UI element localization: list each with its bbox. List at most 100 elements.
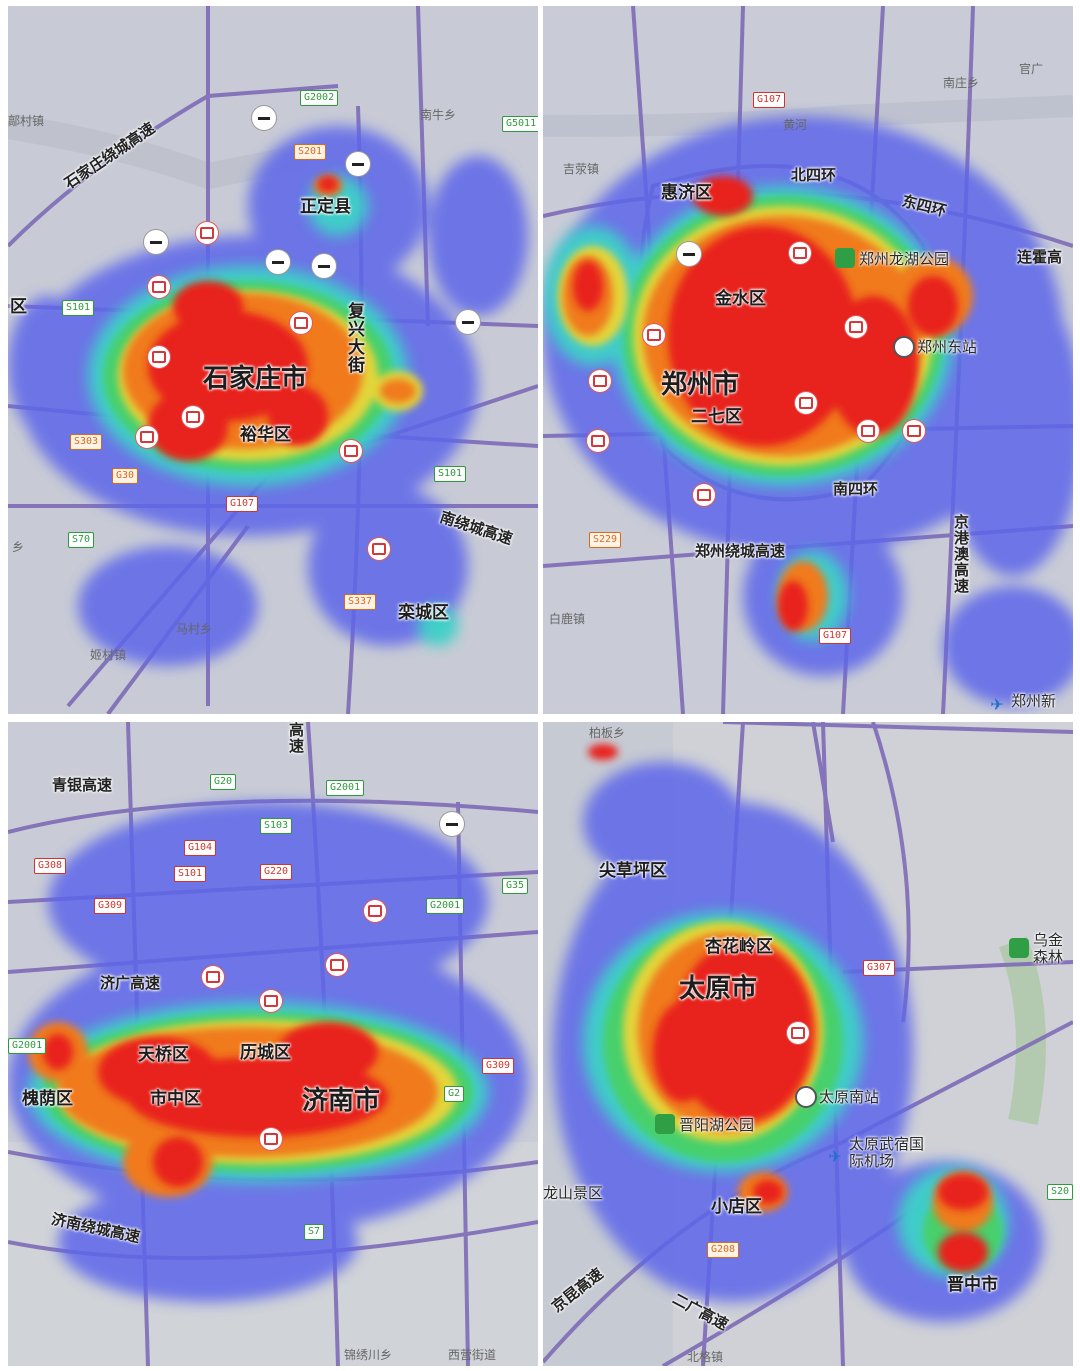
highway-shield: G5011 (502, 116, 538, 132)
restricted-icon[interactable] (677, 242, 701, 266)
camera-icon[interactable] (260, 990, 282, 1012)
highway-shield: G20 (210, 774, 237, 790)
place-label: 区 (10, 297, 27, 317)
place-label: 马村乡 (176, 622, 213, 636)
map-panel-taiyuan[interactable]: 太原市 尖草坪区 杏花岭区 小店区 晋中市 龙山景区 京昆高速 二广高速 太原南… (543, 722, 1073, 1366)
restricted-icon[interactable] (252, 106, 276, 130)
district-label: 槐荫区 (22, 1089, 73, 1109)
place-label: 姬村镇 (90, 648, 127, 662)
restricted-icon[interactable] (440, 812, 464, 836)
city-label: 郑州市 (661, 370, 740, 400)
highway-shield: G2001 (8, 1038, 47, 1054)
road-label: 南四环 (833, 480, 879, 498)
highway-shield: G220 (260, 864, 293, 880)
camera-icon[interactable] (857, 420, 879, 442)
camera-icon[interactable] (589, 370, 611, 392)
road-label: 北四环 (791, 166, 837, 184)
camera-icon[interactable] (789, 242, 811, 264)
highway-shield: S20 (1047, 1184, 1073, 1200)
poi-label: 郑州龙湖公园 (859, 250, 950, 268)
park-icon (835, 248, 855, 268)
restricted-icon[interactable] (312, 254, 336, 278)
place-label: 锦绣川乡 (344, 1348, 393, 1362)
camera-icon[interactable] (260, 1128, 282, 1150)
camera-icon[interactable] (693, 484, 715, 506)
highway-shield: G208 (707, 1242, 740, 1258)
road-label: 济广高速 (100, 974, 161, 992)
district-label: 市中区 (150, 1089, 201, 1109)
highway-shield: S101 (434, 466, 467, 482)
city-label: 石家庄市 (203, 364, 308, 394)
district-label: 历城区 (240, 1043, 291, 1063)
highway-shield: S101 (174, 866, 207, 882)
camera-icon[interactable] (643, 324, 665, 346)
map-panel-zhengzhou[interactable]: 郑州市 金水区 二七区 惠济区 北四环 东四环 南四环 郑州绕城高速 京港澳高速… (543, 6, 1073, 714)
camera-icon[interactable] (136, 426, 158, 448)
restricted-icon[interactable] (144, 230, 168, 254)
place-label: 黄河 (783, 118, 808, 132)
district-label: 龙山景区 (543, 1184, 604, 1202)
highway-shield: S337 (344, 594, 377, 610)
highway-shield: S303 (70, 434, 103, 450)
city-label: 太原市 (679, 974, 758, 1004)
camera-icon[interactable] (845, 316, 867, 338)
poi-label: 太原武宿国际机场 (849, 1135, 925, 1170)
highway-shield: S101 (62, 300, 95, 316)
poi-label: 乌金森林 (1033, 931, 1064, 966)
place-label: 鄗村镇 (8, 114, 45, 128)
camera-icon[interactable] (148, 276, 170, 298)
camera-icon[interactable] (795, 392, 817, 414)
road-label: 连霍高 (1017, 248, 1063, 266)
train-station-icon (893, 336, 915, 358)
district-label: 天桥区 (138, 1045, 189, 1065)
restricted-icon[interactable] (266, 250, 290, 274)
camera-icon[interactable] (196, 222, 218, 244)
park-icon (655, 1114, 675, 1134)
place-label: 南牛乡 (420, 108, 457, 122)
highway-shield: S103 (260, 818, 293, 834)
train-station-icon (795, 1086, 817, 1108)
district-label: 正定县 (300, 197, 351, 217)
camera-icon[interactable] (364, 900, 386, 922)
camera-icon[interactable] (202, 966, 224, 988)
map-panel-jinan[interactable]: 济南市 天桥区 历城区 市中区 槐荫区 青银高速 济广高速 济南绕城高速 高速 … (8, 722, 538, 1366)
highway-shield: G30 (112, 468, 139, 484)
highway-shield: G107 (753, 92, 786, 108)
camera-icon[interactable] (148, 346, 170, 368)
map-panel-shijiazhuang[interactable]: 石家庄市 裕华区 正定县 栾城区 复兴大街 石家庄绕城高速 南绕城高速 南牛乡 … (8, 6, 538, 714)
airport-icon: ✈ (828, 1146, 842, 1166)
highway-shield: S70 (68, 532, 95, 548)
highway-shield: S7 (304, 1224, 325, 1240)
camera-icon[interactable] (587, 430, 609, 452)
camera-icon[interactable] (290, 312, 312, 334)
restricted-icon[interactable] (456, 310, 480, 334)
camera-icon[interactable] (903, 420, 925, 442)
district-label: 金水区 (715, 289, 766, 309)
place-label: 西营街道 (448, 1348, 497, 1362)
road-label: 青银高速 (52, 776, 113, 794)
district-label: 裕华区 (240, 425, 291, 445)
park-icon (1009, 938, 1029, 958)
district-label: 尖草坪区 (599, 861, 667, 881)
highway-shield: S201 (294, 144, 327, 160)
district-label: 惠济区 (661, 183, 712, 203)
camera-icon[interactable] (182, 406, 204, 428)
district-label: 杏花岭区 (705, 937, 773, 957)
camera-icon[interactable] (340, 440, 362, 462)
place-label: 乡 (12, 540, 25, 554)
city-label: 济南市 (302, 1086, 381, 1116)
highway-shield: G309 (94, 898, 127, 914)
highway-shield: G2002 (300, 90, 339, 106)
district-label: 二七区 (691, 407, 742, 427)
highway-shield: G107 (819, 628, 852, 644)
camera-icon[interactable] (368, 538, 390, 560)
district-label: 小店区 (711, 1197, 762, 1217)
restricted-icon[interactable] (346, 152, 370, 176)
highway-shield: G107 (226, 496, 259, 512)
poi-label: 晋阳湖公园 (679, 1116, 755, 1134)
highway-shield: G2001 (326, 780, 365, 796)
highway-shield: G309 (482, 1058, 515, 1074)
camera-icon[interactable] (787, 1022, 809, 1044)
camera-icon[interactable] (326, 954, 348, 976)
place-label: 白鹿镇 (549, 612, 586, 626)
